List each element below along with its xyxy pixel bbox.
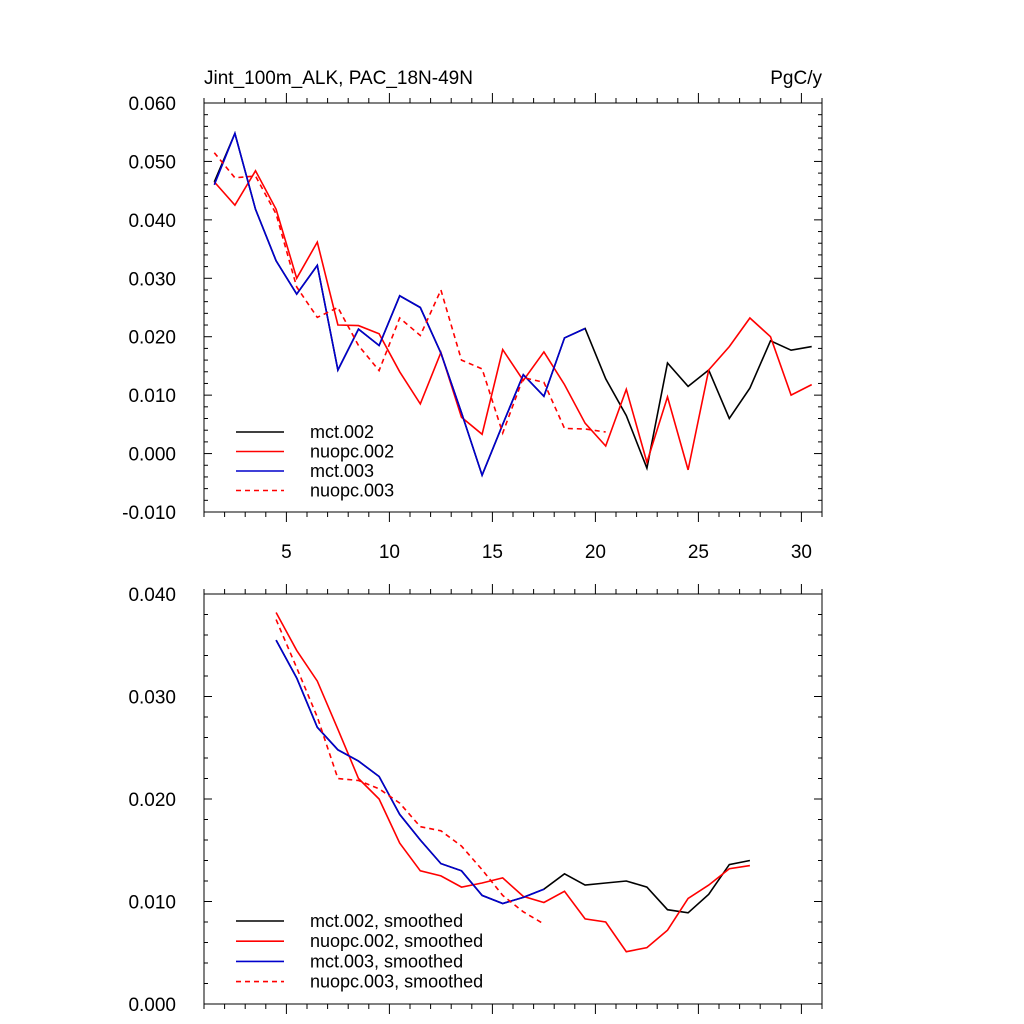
x-tick-label: 30: [791, 542, 812, 563]
legend-label: mct.003, smoothed: [310, 951, 463, 971]
y-tick-label: 0.020: [128, 328, 176, 349]
x-tick-label: 20: [585, 542, 606, 563]
y-tick-label: 0.040: [128, 585, 176, 606]
x-tick-label: 15: [482, 542, 503, 563]
legend-label: nuopc.003: [310, 481, 394, 501]
series-line-nuopc-002-smoothed: [275, 612, 751, 953]
series-line-nuopc-002: [213, 169, 813, 471]
legend-label: nuopc.002: [310, 442, 394, 462]
legend-label: mct.002: [310, 422, 374, 442]
top-panel-units: PgC/y: [770, 68, 822, 89]
y-tick-label: 0.060: [128, 94, 176, 115]
x-tick-label: 5: [281, 542, 292, 563]
series-line-mct-003-smoothed: [275, 639, 545, 905]
series-line-nuopc-003-smoothed: [275, 619, 545, 925]
y-tick-label: -0.010: [122, 503, 176, 524]
series-line-mct-003: [213, 130, 586, 478]
y-tick-label: 0.020: [128, 790, 176, 811]
top-panel: -0.010 0.000 0.010 0.020 0.030 0.040 0.050 0.06…: [122, 93, 823, 563]
series-line-nuopc-003: [213, 152, 606, 436]
y-tick-label: 0.000: [128, 445, 176, 466]
bottom-panel: 0.000 0.010 0.020 0.030 0.040 mct.002, smooth…: [128, 584, 823, 1016]
y-tick-label: 0.030: [128, 269, 176, 290]
legend-label: nuopc.003, smoothed: [310, 972, 483, 992]
y-tick-label: 0.050: [128, 152, 176, 173]
top-panel-title: Jint_100m_ALK, PAC_18N-49N: [204, 68, 473, 89]
legend-label: mct.002, smoothed: [310, 911, 463, 931]
y-tick-label: 0.000: [128, 995, 176, 1016]
y-tick-label: 0.010: [128, 893, 176, 914]
y-tick-label: 0.030: [128, 688, 176, 709]
legend-label: mct.003: [310, 461, 374, 481]
legend-label: nuopc.002, smoothed: [310, 931, 483, 951]
y-tick-label: 0.010: [128, 386, 176, 407]
x-tick-label: 25: [688, 542, 709, 563]
y-tick-label: 0.040: [128, 211, 176, 232]
x-tick-label: 10: [379, 542, 400, 563]
